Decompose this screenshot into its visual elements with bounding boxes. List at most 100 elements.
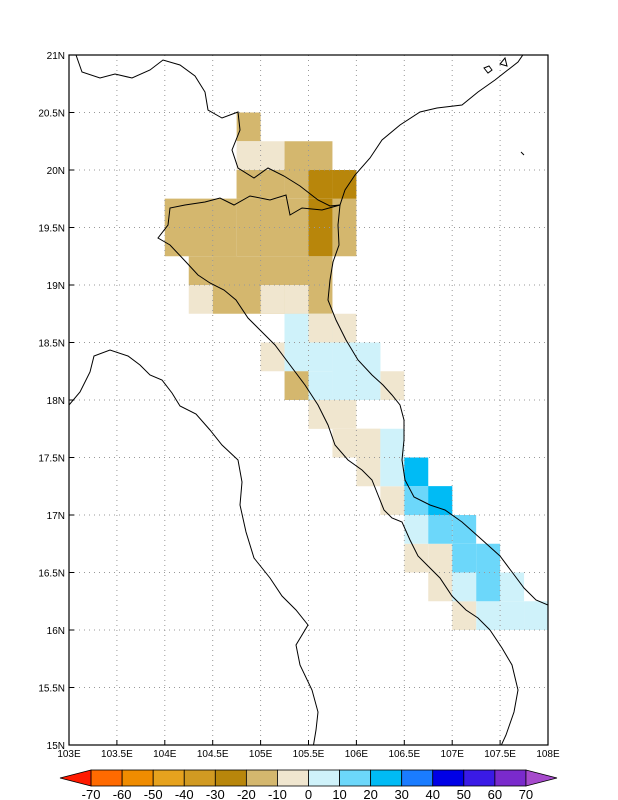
y-tick-label: 18.5N <box>38 339 65 350</box>
colorbar-swatch <box>339 769 372 787</box>
colorbar-label: -70 <box>82 787 101 800</box>
axis-ticks: 103E 103.5E 104E 104.5E 105E 105.5E 106E 106.5E… <box>38 51 560 760</box>
data-cell <box>260 170 285 199</box>
y-tick-label: 20N <box>47 166 65 177</box>
colorbar: -70 -60 -50 -40 -30 -20 -10 0 10 20 30 40 50 60 70 <box>59 769 558 800</box>
colorbar-label: 10 <box>332 787 346 800</box>
island <box>499 56 508 67</box>
x-tick-label: 105.5E <box>293 749 325 760</box>
data-cell <box>308 198 333 228</box>
data-cell <box>452 572 477 602</box>
colorbar-label: 30 <box>394 787 408 800</box>
y-tick-label: 16.5N <box>38 569 65 580</box>
colorbar-label: 60 <box>488 787 502 800</box>
colorbar-label: 0 <box>305 787 312 800</box>
data-cell <box>284 285 309 314</box>
colorbar-swatch <box>370 769 403 787</box>
data-cell <box>452 543 477 573</box>
data-cell-block <box>500 572 525 602</box>
data-cell <box>308 400 333 429</box>
data-cell <box>284 371 309 400</box>
data-cell-block <box>476 601 501 630</box>
data-cell <box>428 486 453 515</box>
colorbar-swatch <box>59 769 92 787</box>
colorbar-swatch <box>525 769 558 787</box>
y-tick-label: 19N <box>47 281 65 292</box>
data-cell <box>236 141 261 170</box>
colorbar-swatch <box>277 769 309 787</box>
data-cell <box>356 428 381 458</box>
data-cell-block <box>308 256 333 314</box>
grid-lines <box>69 55 548 745</box>
colorbar-label: -60 <box>113 787 132 800</box>
data-cell-block <box>380 486 405 515</box>
data-cell-block <box>428 543 453 573</box>
data-cell-block <box>380 457 405 487</box>
data-cell-block <box>356 457 381 487</box>
x-tick-label: 104E <box>153 749 177 760</box>
x-tick-label: 108E <box>536 749 560 760</box>
y-tick-label: 16N <box>47 626 65 637</box>
colorbar-swatch <box>308 769 340 787</box>
data-cell-block <box>332 342 381 400</box>
x-tick-label: 105E <box>249 749 273 760</box>
colorbar-label: 50 <box>457 787 471 800</box>
colorbar-label: -20 <box>237 787 256 800</box>
data-cell <box>404 486 429 515</box>
colorbar-label: -40 <box>175 787 194 800</box>
x-tick-label: 104.5E <box>197 749 229 760</box>
colorbar-swatch <box>463 769 496 787</box>
data-cell <box>260 285 285 314</box>
y-tick-label: 21N <box>47 51 65 62</box>
y-tick-label: 15.5N <box>38 684 65 695</box>
coastline-and-borders <box>69 55 548 745</box>
colorbar-swatch <box>90 769 123 787</box>
data-cell <box>188 285 213 314</box>
y-tick-label: 19.5N <box>38 224 65 235</box>
colorbar-swatch <box>152 769 185 787</box>
colorbar-swatch <box>121 769 154 787</box>
x-tick-label: 106.5E <box>388 749 420 760</box>
colorbar-label: -30 <box>206 787 225 800</box>
data-cell-block <box>404 515 429 544</box>
colorbar-swatch <box>214 769 247 787</box>
data-cell <box>452 515 477 544</box>
coastline <box>327 55 548 606</box>
colorbar-label: -10 <box>268 787 287 800</box>
data-cell <box>260 141 285 170</box>
y-tick-label: 17N <box>47 511 65 522</box>
data-cell <box>308 141 333 170</box>
colorbar-label: 70 <box>519 787 533 800</box>
data-cell <box>284 141 309 170</box>
data-cell-block <box>236 198 309 257</box>
colorbar-swatch <box>432 769 465 787</box>
data-cell-block <box>188 256 213 285</box>
data-cell <box>404 457 429 487</box>
x-tick-label: 103.5E <box>101 749 133 760</box>
data-cell-block <box>380 371 405 400</box>
y-tick-label: 15N <box>47 741 65 752</box>
colorbar-label: 40 <box>426 787 440 800</box>
y-tick-label: 20.5N <box>38 109 65 120</box>
data-cell-block <box>404 543 429 573</box>
data-cell <box>332 313 357 343</box>
x-tick-label: 103E <box>57 749 81 760</box>
data-cell <box>236 112 261 142</box>
y-tick-label: 18N <box>47 396 65 407</box>
colorbar-label: 20 <box>363 787 377 800</box>
data-cell <box>308 227 333 257</box>
data-cell <box>476 543 501 573</box>
data-cell <box>428 515 453 544</box>
data-cell <box>476 572 501 602</box>
x-tick-label: 106E <box>345 749 369 760</box>
data-cell <box>212 198 237 228</box>
data-cell <box>308 313 333 343</box>
data-cell-block <box>428 572 453 602</box>
colorbar-swatch <box>494 769 527 787</box>
data-cell <box>308 170 333 199</box>
island <box>520 151 525 156</box>
x-tick-label: 107E <box>441 749 465 760</box>
x-tick-label: 107.5E <box>484 749 516 760</box>
border-west <box>157 194 491 631</box>
